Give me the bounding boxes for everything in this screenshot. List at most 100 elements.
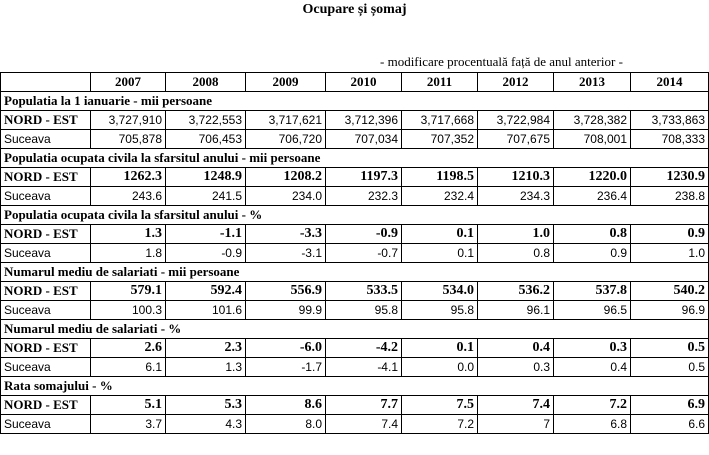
value-cell: 101.6 xyxy=(165,300,246,320)
row-label: Suceava xyxy=(0,414,91,434)
value-cell: 232.3 xyxy=(325,186,402,206)
value-cell: 7.2 xyxy=(401,414,478,434)
value-cell: 96.9 xyxy=(630,300,709,320)
row-label: NORD - EST xyxy=(0,110,91,130)
value-cell: 3,712,396 xyxy=(325,110,402,130)
value-cell: 540.2 xyxy=(630,281,709,301)
value-cell: 1.0 xyxy=(477,224,554,244)
value-cell: -6.0 xyxy=(245,338,326,358)
value-cell: 7.2 xyxy=(553,395,631,415)
section-heading-row: Rata somajului - % xyxy=(0,376,709,396)
row-label: Suceava xyxy=(0,186,91,206)
value-cell: 100.3 xyxy=(90,300,166,320)
value-cell: -0.9 xyxy=(325,224,402,244)
value-cell: 7.5 xyxy=(401,395,478,415)
year-header: 2007 xyxy=(90,72,166,92)
value-cell: 7.4 xyxy=(477,395,554,415)
section-heading-row: Numarul mediu de salariati - % xyxy=(0,319,709,339)
row-label: Suceava xyxy=(0,243,91,263)
value-cell: -0.7 xyxy=(325,243,402,263)
value-cell: 2.3 xyxy=(165,338,246,358)
table-row-suceava: Suceava 3.7 4.3 8.0 7.4 7.2 7 6.8 6.6 xyxy=(0,414,709,434)
value-cell: 1210.3 xyxy=(477,167,554,187)
value-cell: 3.7 xyxy=(90,414,166,434)
data-table: 2007 2008 2009 2010 2011 2012 2013 2014 … xyxy=(0,72,709,434)
value-cell: 1248.9 xyxy=(165,167,246,187)
value-cell: -0.9 xyxy=(165,243,246,263)
year-header: 2013 xyxy=(553,72,631,92)
value-cell: 8.6 xyxy=(245,395,326,415)
table-row-suceava: Suceava 705,878 706,453 706,720 707,034 707,3… xyxy=(0,129,709,149)
value-cell: 6.9 xyxy=(630,395,709,415)
value-cell: 1.3 xyxy=(165,357,246,377)
value-cell: 6.8 xyxy=(553,414,631,434)
value-cell: 3,717,621 xyxy=(245,110,326,130)
value-cell: -3.1 xyxy=(245,243,326,263)
table-row-suceava: Suceava 100.3 101.6 99.9 95.8 95.8 96.1 96.5 96.… xyxy=(0,300,709,320)
year-header: 2014 xyxy=(630,72,709,92)
value-cell: -4.1 xyxy=(325,357,402,377)
value-cell: 708,001 xyxy=(553,129,631,149)
value-cell: 0.1 xyxy=(401,243,478,263)
section-heading: Populatia ocupata civila la sfarsitul an… xyxy=(0,205,709,225)
section-heading: Numarul mediu de salariati - mii persoan… xyxy=(0,262,709,282)
value-cell: 1.8 xyxy=(90,243,166,263)
value-cell: 1220.0 xyxy=(553,167,631,187)
table-row-suceava: Suceava 243.6 241.5 234.0 232.3 232.4 234.3 236… xyxy=(0,186,709,206)
value-cell: 0.1 xyxy=(401,338,478,358)
value-cell: 3,733,863 xyxy=(630,110,709,130)
value-cell: 0.8 xyxy=(477,243,554,263)
value-cell: 3,717,668 xyxy=(401,110,478,130)
value-cell: 534.0 xyxy=(401,281,478,301)
value-cell: 243.6 xyxy=(90,186,166,206)
value-cell: 1230.9 xyxy=(630,167,709,187)
value-cell: 241.5 xyxy=(165,186,246,206)
value-cell: 3,728,382 xyxy=(553,110,631,130)
section-heading-row: Populatia ocupata civila la sfarsitul an… xyxy=(0,148,709,168)
value-cell: 232.4 xyxy=(401,186,478,206)
table-row-nord-est: NORD - EST 1262.3 1248.9 1208.2 1197.3 1198.5… xyxy=(0,167,709,187)
value-cell: 1.3 xyxy=(90,224,166,244)
value-cell: 4.3 xyxy=(165,414,246,434)
year-header: 2012 xyxy=(477,72,554,92)
value-cell: 7 xyxy=(477,414,554,434)
year-header: 2011 xyxy=(401,72,478,92)
value-cell: 96.1 xyxy=(477,300,554,320)
table-row-suceava: Suceava 6.1 1.3 -1.7 -4.1 0.0 0.3 0.4 0.5 xyxy=(0,357,709,377)
value-cell: 0.8 xyxy=(553,224,631,244)
value-cell: 706,453 xyxy=(165,129,246,149)
value-cell: 5.1 xyxy=(90,395,166,415)
value-cell: 3,727,910 xyxy=(90,110,166,130)
table-row-nord-est: NORD - EST 5.1 5.3 8.6 7.7 7.5 7.4 7.2 6.9 xyxy=(0,395,709,415)
year-header: 2009 xyxy=(245,72,326,92)
table-row-nord-est: NORD - EST 2.6 2.3 -6.0 -4.2 0.1 0.4 0.3 0.5 xyxy=(0,338,709,358)
value-cell: -3.3 xyxy=(245,224,326,244)
value-cell: 234.3 xyxy=(477,186,554,206)
value-cell: 0.1 xyxy=(401,224,478,244)
value-cell: 536.2 xyxy=(477,281,554,301)
value-cell: 8.0 xyxy=(245,414,326,434)
value-cell: 95.8 xyxy=(325,300,402,320)
value-cell: 556.9 xyxy=(245,281,326,301)
section-heading: Rata somajului - % xyxy=(0,376,709,396)
table-subtitle: - modificare procentuală față de anul an… xyxy=(380,54,623,69)
value-cell: -1.1 xyxy=(165,224,246,244)
value-cell: 0.5 xyxy=(630,338,709,358)
value-cell: 3,722,984 xyxy=(477,110,554,130)
value-cell: 7.4 xyxy=(325,414,402,434)
table-row-suceava: Suceava 1.8 -0.9 -3.1 -0.7 0.1 0.8 0.9 1.0 xyxy=(0,243,709,263)
value-cell: 708,333 xyxy=(630,129,709,149)
value-cell: 2.6 xyxy=(90,338,166,358)
value-cell: 234.0 xyxy=(245,186,326,206)
page-title: Ocupare și șomaj xyxy=(302,2,407,17)
value-cell: 537.8 xyxy=(553,281,631,301)
value-cell: 1198.5 xyxy=(401,167,478,187)
year-header: 2008 xyxy=(165,72,246,92)
section-heading-row: Populatia ocupata civila la sfarsitul an… xyxy=(0,205,709,225)
value-cell: 707,034 xyxy=(325,129,402,149)
value-cell: 706,720 xyxy=(245,129,326,149)
value-cell: 99.9 xyxy=(245,300,326,320)
row-label: Suceava xyxy=(0,300,91,320)
value-cell: 96.5 xyxy=(553,300,631,320)
value-cell: 592.4 xyxy=(165,281,246,301)
